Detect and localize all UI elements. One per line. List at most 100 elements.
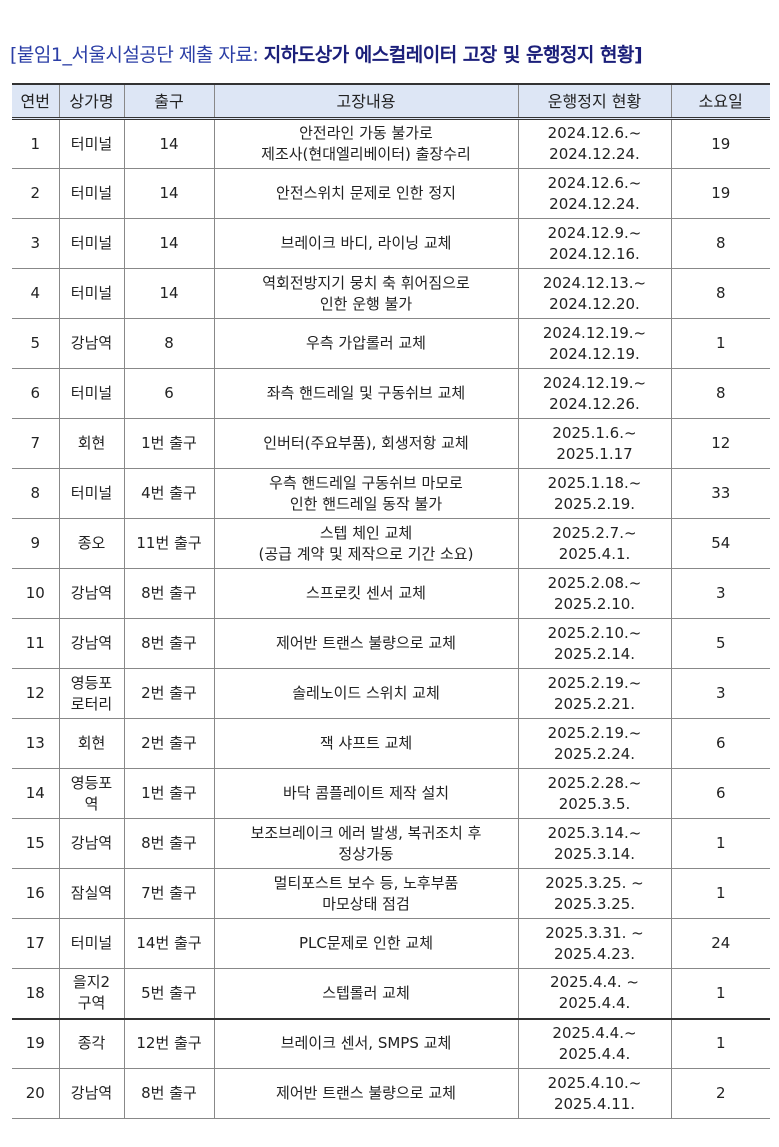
col-suspension-period-cell: 2024.12.19.~ 2024.12.26. <box>517 368 672 419</box>
table-row: 1 터미널 14 안전라인 가동 불가로 제조사(현대엘리베이터) 출장수리 2024.… <box>12 118 770 169</box>
table-row: 8 터미널 4번 출구 우측 핸드레일 구동쉬브 마모로 인한 핸드레일 동작 불가 2… <box>12 468 770 519</box>
col-days-required-cell: 8 <box>670 218 770 269</box>
table-row: 5 강남역 8 우측 가압롤러 교체 2024.12.19.~ 2024.12.19. 1 <box>12 318 770 369</box>
col-mall-name-cell: 회현 <box>58 718 125 769</box>
table-body: 1 터미널 14 안전라인 가동 불가로 제조사(현대엘리베이터) 출장수리 2024.… <box>12 118 770 1119</box>
col-number-cell: 7 <box>12 418 60 469</box>
col-exit-cell: 14번 출구 <box>123 918 215 969</box>
col-days-required-cell: 19 <box>670 168 770 219</box>
table-row: 7 회현 1번 출구 인버터(주요부품), 회생저항 교체 2025.1.6.~ 202… <box>12 418 770 469</box>
col-number-cell: 19 <box>12 1018 60 1069</box>
col-days-required-cell: 54 <box>670 518 770 569</box>
col-exit-cell: 5번 출구 <box>123 968 215 1020</box>
col-days-required-cell: 2 <box>670 1068 770 1119</box>
col-exit-cell: 1번 출구 <box>123 418 215 469</box>
table-row: 20 강남역 8번 출구 제어반 트랜스 불량으로 교체 2025.4.10.~ 202… <box>12 1068 770 1119</box>
col-days-required-cell: 24 <box>670 918 770 969</box>
col-failure-details-cell: 브레이크 센서, SMPS 교체 <box>213 1018 519 1069</box>
col-exit-cell: 8번 출구 <box>123 568 215 619</box>
col-suspension-period-cell: 2024.12.13.~ 2024.12.20. <box>517 268 672 319</box>
col-number-cell: 13 <box>12 718 60 769</box>
table-row: 19 종각 12번 출구 브레이크 센서, SMPS 교체 2025.4.4.~ 202… <box>12 1018 770 1069</box>
table-row: 15 강남역 8번 출구 보조브레이크 에러 발생, 복귀조치 후 정상가동 2025.… <box>12 818 770 869</box>
col-suspension-period-cell: 2025.2.08.~ 2025.2.10. <box>517 568 672 619</box>
escalator-failure-table: 연번 상가명 출구 고장내용 운행정지 현황 소요일 1 터미널 14 안전라인 가동 불가로 … <box>12 83 770 1119</box>
col-failure-details-header: 고장내용 <box>213 84 519 120</box>
col-suspension-period-cell: 2025.2.19.~ 2025.2.21. <box>517 668 672 719</box>
col-mall-name-cell: 터미널 <box>58 918 125 969</box>
col-failure-details-cell: 우측 가압롤러 교체 <box>213 318 519 369</box>
table-row: 2 터미널 14 안전스위치 문제로 인한 정지 2024.12.6.~ 2024.12… <box>12 168 770 219</box>
col-failure-details-cell: 브레이크 바디, 라이닝 교체 <box>213 218 519 269</box>
col-suspension-period-cell: 2025.4.4. ~ 2025.4.4. <box>517 968 672 1020</box>
col-exit-cell: 1번 출구 <box>123 768 215 819</box>
col-mall-name-cell: 터미널 <box>58 468 125 519</box>
col-number-cell: 2 <box>12 168 60 219</box>
col-exit-cell: 2번 출구 <box>123 668 215 719</box>
title-main: 지하도상가 에스컬레이터 고장 및 운행정지 현황] <box>263 44 643 66</box>
col-number-cell: 3 <box>12 218 60 269</box>
col-exit-cell: 8번 출구 <box>123 618 215 669</box>
col-failure-details-cell: 역회전방지기 뭉치 축 휘어짐으로 인한 운행 불가 <box>213 268 519 319</box>
col-number-cell: 1 <box>12 118 60 169</box>
col-exit-cell: 14 <box>123 118 215 169</box>
col-number-cell: 8 <box>12 468 60 519</box>
col-failure-details-cell: 스텝롤러 교체 <box>213 968 519 1020</box>
col-failure-details-cell: 인버터(주요부품), 회생저항 교체 <box>213 418 519 469</box>
table-row: 3 터미널 14 브레이크 바디, 라이닝 교체 2024.12.9.~ 2024.12… <box>12 218 770 269</box>
col-mall-name-cell: 을지2 구역 <box>58 968 125 1020</box>
col-failure-details-cell: PLC문제로 인한 교체 <box>213 918 519 969</box>
col-suspension-period-cell: 2025.2.10.~ 2025.2.14. <box>517 618 672 669</box>
col-exit-cell: 12번 출구 <box>123 1018 215 1069</box>
col-mall-name-cell: 강남역 <box>58 568 125 619</box>
col-number-cell: 9 <box>12 518 60 569</box>
col-suspension-period-cell: 2025.1.18.~ 2025.2.19. <box>517 468 672 519</box>
table-row: 17 터미널 14번 출구 PLC문제로 인한 교체 2025.3.31. ~ 2025… <box>12 918 770 969</box>
table-row: 18 을지2 구역 5번 출구 스텝롤러 교체 2025.4.4. ~ 2025.4.4… <box>12 968 770 1020</box>
col-suspension-period-cell: 2025.2.28.~ 2025.3.5. <box>517 768 672 819</box>
col-mall-name-cell: 강남역 <box>58 618 125 669</box>
title-prefix: [붙임1_서울시설공단 제출 자료: <box>10 44 264 66</box>
table-row: 6 터미널 6 좌측 핸드레일 및 구동쉬브 교체 2024.12.19.~ 2024.… <box>12 368 770 419</box>
col-mall-name-cell: 강남역 <box>58 318 125 369</box>
col-number-header: 연번 <box>12 84 60 120</box>
col-number-cell: 4 <box>12 268 60 319</box>
table-row: 9 종오 11번 출구 스텝 체인 교체 (공급 계약 및 제작으로 기간 소요) 20… <box>12 518 770 569</box>
col-suspension-period-cell: 2024.12.9.~ 2024.12.16. <box>517 218 672 269</box>
col-number-cell: 12 <box>12 668 60 719</box>
col-suspension-period-cell: 2024.12.19.~ 2024.12.19. <box>517 318 672 369</box>
col-number-cell: 18 <box>12 968 60 1020</box>
col-exit-cell: 14 <box>123 218 215 269</box>
col-failure-details-cell: 솔레노이드 스위치 교체 <box>213 668 519 719</box>
table-header-row: 연번 상가명 출구 고장내용 운행정지 현황 소요일 <box>12 84 770 120</box>
col-exit-cell: 8번 출구 <box>123 1068 215 1119</box>
col-suspension-period-cell: 2024.12.6.~ 2024.12.24. <box>517 168 672 219</box>
col-days-required-cell: 6 <box>670 718 770 769</box>
col-suspension-period-cell: 2025.4.4.~ 2025.4.4. <box>517 1018 672 1069</box>
document-title: [붙임1_서울시설공단 제출 자료: 지하도상가 에스컬레이터 고장 및 운행정… <box>10 40 643 67</box>
col-mall-name-cell: 회현 <box>58 418 125 469</box>
col-mall-name-cell: 터미널 <box>58 368 125 419</box>
col-number-cell: 16 <box>12 868 60 919</box>
table-row: 10 강남역 8번 출구 스프로킷 센서 교체 2025.2.08.~ 2025.2.1… <box>12 568 770 619</box>
col-days-required-cell: 1 <box>670 818 770 869</box>
col-failure-details-cell: 보조브레이크 에러 발생, 복귀조치 후 정상가동 <box>213 818 519 869</box>
col-mall-name-cell: 터미널 <box>58 218 125 269</box>
table-row: 16 잠실역 7번 출구 멀티포스트 보수 등, 노후부품 마모상태 점검 2025.3… <box>12 868 770 919</box>
col-mall-name-cell: 터미널 <box>58 118 125 169</box>
col-suspension-period-cell: 2025.2.7.~ 2025.4.1. <box>517 518 672 569</box>
col-failure-details-cell: 스텝 체인 교체 (공급 계약 및 제작으로 기간 소요) <box>213 518 519 569</box>
col-exit-cell: 2번 출구 <box>123 718 215 769</box>
table-row: 13 회현 2번 출구 잭 샤프트 교체 2025.2.19.~ 2025.2.24. 6 <box>12 718 770 769</box>
col-exit-cell: 8 <box>123 318 215 369</box>
table-row: 12 영등포 로터리 2번 출구 솔레노이드 스위치 교체 2025.2.19.~ 20… <box>12 668 770 719</box>
col-suspension-period-cell: 2025.3.25. ~ 2025.3.25. <box>517 868 672 919</box>
col-failure-details-cell: 안전스위치 문제로 인한 정지 <box>213 168 519 219</box>
col-mall-name-cell: 강남역 <box>58 818 125 869</box>
col-days-required-cell: 1 <box>670 968 770 1020</box>
col-days-required-cell: 8 <box>670 368 770 419</box>
col-suspension-period-cell: 2024.12.6.~ 2024.12.24. <box>517 118 672 169</box>
col-mall-name-cell: 영등포 역 <box>58 768 125 819</box>
col-exit-cell: 6 <box>123 368 215 419</box>
col-number-cell: 6 <box>12 368 60 419</box>
